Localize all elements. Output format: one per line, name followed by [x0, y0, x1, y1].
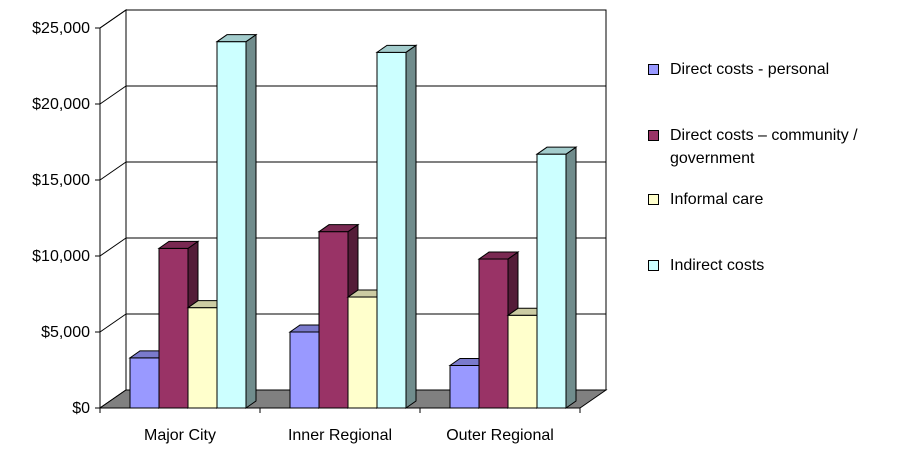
side-gridline: [99, 313, 127, 333]
y-tick-label: $20,000: [32, 96, 90, 113]
legend-item: Direct costs – community / government: [648, 124, 924, 170]
side-gridline: [99, 237, 127, 257]
y-tick-label: $0: [72, 400, 90, 417]
side-gridline: [99, 161, 127, 181]
legend-swatch: [648, 64, 659, 75]
legend-swatch: [648, 194, 659, 205]
legend-label: Informal care: [670, 191, 764, 208]
legend-swatch: [648, 260, 659, 271]
side-gridline: [99, 85, 127, 105]
bar: [215, 33, 258, 409]
bars: [128, 33, 578, 409]
legend-item: Informal care: [648, 188, 924, 211]
y-tick-label: $25,000: [32, 20, 90, 37]
y-tick-label: $15,000: [32, 172, 90, 189]
x-category-label: Major City: [144, 427, 216, 444]
side-wall: [99, 9, 127, 409]
legend-swatch: [648, 130, 659, 141]
bar: [375, 44, 418, 409]
bar: [317, 223, 360, 409]
legend-item: Indirect costs: [648, 254, 924, 277]
legend-label: Direct costs - personal: [670, 61, 830, 78]
x-axis-categories: Major City Inner Regional Outer Regional: [144, 427, 554, 444]
x-category-label: Outer Regional: [446, 427, 554, 444]
y-tick-label: $5,000: [41, 324, 90, 341]
legend-item: Direct costs - personal: [648, 58, 924, 81]
y-tick-label: $10,000: [32, 248, 90, 265]
bar: [535, 146, 578, 409]
y-axis-ticks: $0 $5,000 $10,000 $15,000 $20,000 $25,000: [32, 20, 90, 417]
legend-label: Indirect costs: [670, 257, 765, 274]
x-category-label: Inner Regional: [288, 427, 392, 444]
legend-label: Direct costs – community / government: [670, 127, 858, 167]
